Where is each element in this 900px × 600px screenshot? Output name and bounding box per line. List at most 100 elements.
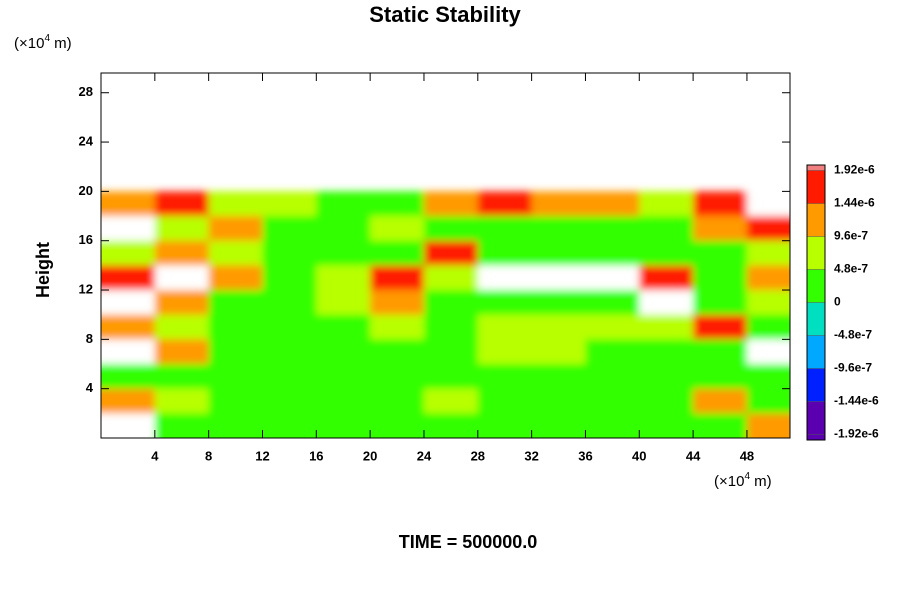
y-unit-pre: (×10 (14, 35, 44, 52)
colorbar-band (807, 302, 825, 336)
x-tick-label: 28 (471, 448, 485, 463)
field-cell (370, 240, 425, 266)
field-cell (208, 339, 263, 365)
y-tick-label: 8 (86, 331, 93, 346)
field-cell (262, 364, 317, 390)
field-cell (746, 290, 790, 316)
field-cell (477, 413, 533, 438)
field-cell (262, 265, 317, 291)
field-cell (101, 364, 156, 390)
field-clip (101, 191, 790, 438)
field-cell (262, 290, 317, 316)
field-cell (154, 265, 210, 291)
field-cell (585, 339, 640, 365)
field-cell (531, 339, 586, 365)
x-tick-label: 12 (255, 448, 269, 463)
field-cell (316, 364, 371, 390)
x-unit-exp: 4 (744, 471, 750, 482)
field-cell (693, 364, 748, 390)
colorbar-band (807, 368, 825, 402)
field-cell (101, 216, 156, 242)
colorbar-band (807, 236, 825, 270)
field-cell (154, 314, 210, 340)
x-tick-label: 20 (363, 448, 377, 463)
field-cell (208, 290, 263, 316)
field-cell (370, 216, 425, 242)
y-unit: (×104 m) (14, 33, 72, 52)
y-unit-exp: 4 (44, 33, 50, 44)
field-cell (370, 290, 425, 316)
field-cell (585, 265, 640, 291)
field-cell (693, 216, 748, 242)
field-cell (262, 240, 317, 266)
field-cell (477, 265, 533, 291)
field-cell (316, 339, 371, 365)
field-cell (639, 413, 694, 438)
colorbar-label: -4.8e-7 (834, 328, 872, 342)
field-cell (477, 388, 533, 414)
field-cell (101, 388, 156, 414)
field-cell (531, 240, 586, 266)
field-cell (208, 216, 263, 242)
field-cell (639, 290, 694, 316)
field-cell (154, 290, 210, 316)
colorbar-label: 4.8e-7 (834, 262, 868, 276)
colorbar-top (807, 165, 825, 171)
x-tick-label: 32 (524, 448, 538, 463)
field-cell (154, 216, 210, 242)
field-cell (101, 339, 156, 365)
y-tick-label: 24 (79, 133, 94, 148)
field-cell (693, 265, 748, 291)
field-cell (693, 191, 748, 217)
y-tick-label: 28 (79, 84, 93, 99)
field-cell (101, 240, 156, 266)
field (101, 191, 790, 438)
field-cell (208, 191, 263, 217)
y-tick-label: 12 (79, 281, 93, 296)
field-cell (370, 265, 425, 291)
field-cell (316, 314, 371, 340)
y-tick-label: 4 (86, 380, 94, 395)
field-cell (423, 240, 479, 266)
field-cell (262, 339, 317, 365)
field-cell (639, 388, 694, 414)
field-cell (208, 314, 263, 340)
field-cell (693, 388, 748, 414)
field-cell (101, 413, 156, 438)
field-cell (585, 388, 640, 414)
field-cell (585, 240, 640, 266)
field-cell (208, 364, 263, 390)
field-cell (477, 240, 533, 266)
field-cell (154, 364, 210, 390)
field-cell (585, 413, 640, 438)
colorbar-label: -9.6e-7 (834, 361, 872, 375)
field-cell (639, 364, 694, 390)
field-cell (585, 364, 640, 390)
field-cell (316, 216, 371, 242)
field-cell (639, 216, 694, 242)
colorbar-band (807, 170, 825, 204)
field-cell (693, 240, 748, 266)
x-tick-label: 48 (740, 448, 754, 463)
x-unit-pre: (×10 (714, 473, 744, 490)
field-cell (531, 265, 586, 291)
field-cell (370, 314, 425, 340)
field-cell (101, 290, 156, 316)
field-cell (208, 265, 263, 291)
field-cell (101, 191, 156, 217)
field-cell (477, 191, 533, 217)
x-tick-label: 36 (578, 448, 592, 463)
field-cell (746, 265, 790, 291)
field-cell (101, 314, 156, 340)
field-cell (639, 314, 694, 340)
y-unit-post: m) (50, 35, 72, 52)
field-cell (585, 216, 640, 242)
field-cell (585, 314, 640, 340)
plot-frame (100, 72, 791, 439)
colorbar-label: 1.92e-6 (834, 163, 875, 177)
field-cell (208, 388, 263, 414)
field-cell (262, 314, 317, 340)
field-cell (746, 364, 790, 390)
y-axis-label: Height (33, 242, 53, 298)
field-cell (423, 339, 479, 365)
